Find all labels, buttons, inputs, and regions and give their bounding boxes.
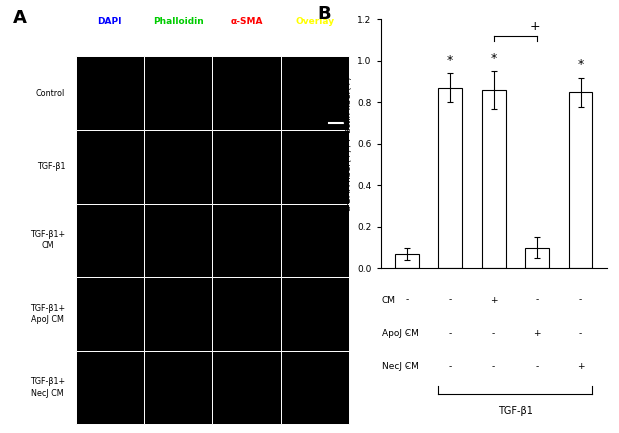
Text: TGF-β1+
ApoJ CM: TGF-β1+ ApoJ CM <box>30 304 65 324</box>
Text: +: + <box>577 362 584 371</box>
Text: -: - <box>492 329 495 338</box>
Text: +: + <box>490 296 498 304</box>
Text: -: - <box>492 362 495 371</box>
Y-axis label: α-SMA fiber(+) / F-actin fiber(+): α-SMA fiber(+) / F-actin fiber(+) <box>344 77 353 211</box>
Text: +: + <box>530 20 540 33</box>
Bar <box>76 130 144 204</box>
Text: -: - <box>535 296 539 304</box>
Text: -: - <box>449 362 452 371</box>
Bar <box>281 130 349 204</box>
Bar <box>76 351 144 424</box>
Bar <box>76 277 144 351</box>
Text: ApoJ CM: ApoJ CM <box>381 329 418 338</box>
Bar <box>76 204 144 277</box>
Bar <box>525 248 549 268</box>
Bar <box>144 130 212 204</box>
Bar <box>212 351 281 424</box>
Bar <box>212 277 281 351</box>
Bar <box>569 92 592 268</box>
Text: +: + <box>534 329 541 338</box>
Text: A: A <box>13 9 27 27</box>
Bar <box>212 204 281 277</box>
Text: TGF-β1+
NecJ CM: TGF-β1+ NecJ CM <box>30 378 65 397</box>
Bar <box>281 351 349 424</box>
Text: -: - <box>535 362 539 371</box>
Text: -: - <box>405 296 409 304</box>
Text: -: - <box>449 296 452 304</box>
Bar <box>281 204 349 277</box>
Text: TGF-β1+
CM: TGF-β1+ CM <box>30 230 65 250</box>
Text: DAPI: DAPI <box>98 17 122 26</box>
Bar <box>76 56 144 130</box>
Bar <box>144 204 212 277</box>
Text: -: - <box>579 296 582 304</box>
Text: Phalloidin: Phalloidin <box>153 17 204 26</box>
Text: Control: Control <box>36 89 65 97</box>
Text: Overlay: Overlay <box>295 17 335 26</box>
Text: *: * <box>578 58 584 71</box>
Text: -: - <box>579 329 582 338</box>
Text: NecJ CM: NecJ CM <box>381 362 418 371</box>
Bar <box>281 56 349 130</box>
Bar <box>438 88 462 268</box>
Bar <box>395 254 418 268</box>
Text: *: * <box>490 52 497 65</box>
Bar <box>212 56 281 130</box>
Text: TGF-β1: TGF-β1 <box>37 162 65 171</box>
Bar <box>144 277 212 351</box>
Bar <box>281 277 349 351</box>
Bar <box>144 351 212 424</box>
Bar <box>212 130 281 204</box>
Bar <box>482 90 506 268</box>
Text: CM: CM <box>381 296 396 304</box>
Text: -: - <box>449 329 452 338</box>
Text: TGF-β1: TGF-β1 <box>498 406 533 416</box>
Text: -: - <box>405 362 409 371</box>
Bar <box>144 56 212 130</box>
Text: -: - <box>405 329 409 338</box>
Text: B: B <box>318 5 331 23</box>
Text: α-SMA: α-SMA <box>230 17 263 26</box>
Text: *: * <box>447 54 453 67</box>
